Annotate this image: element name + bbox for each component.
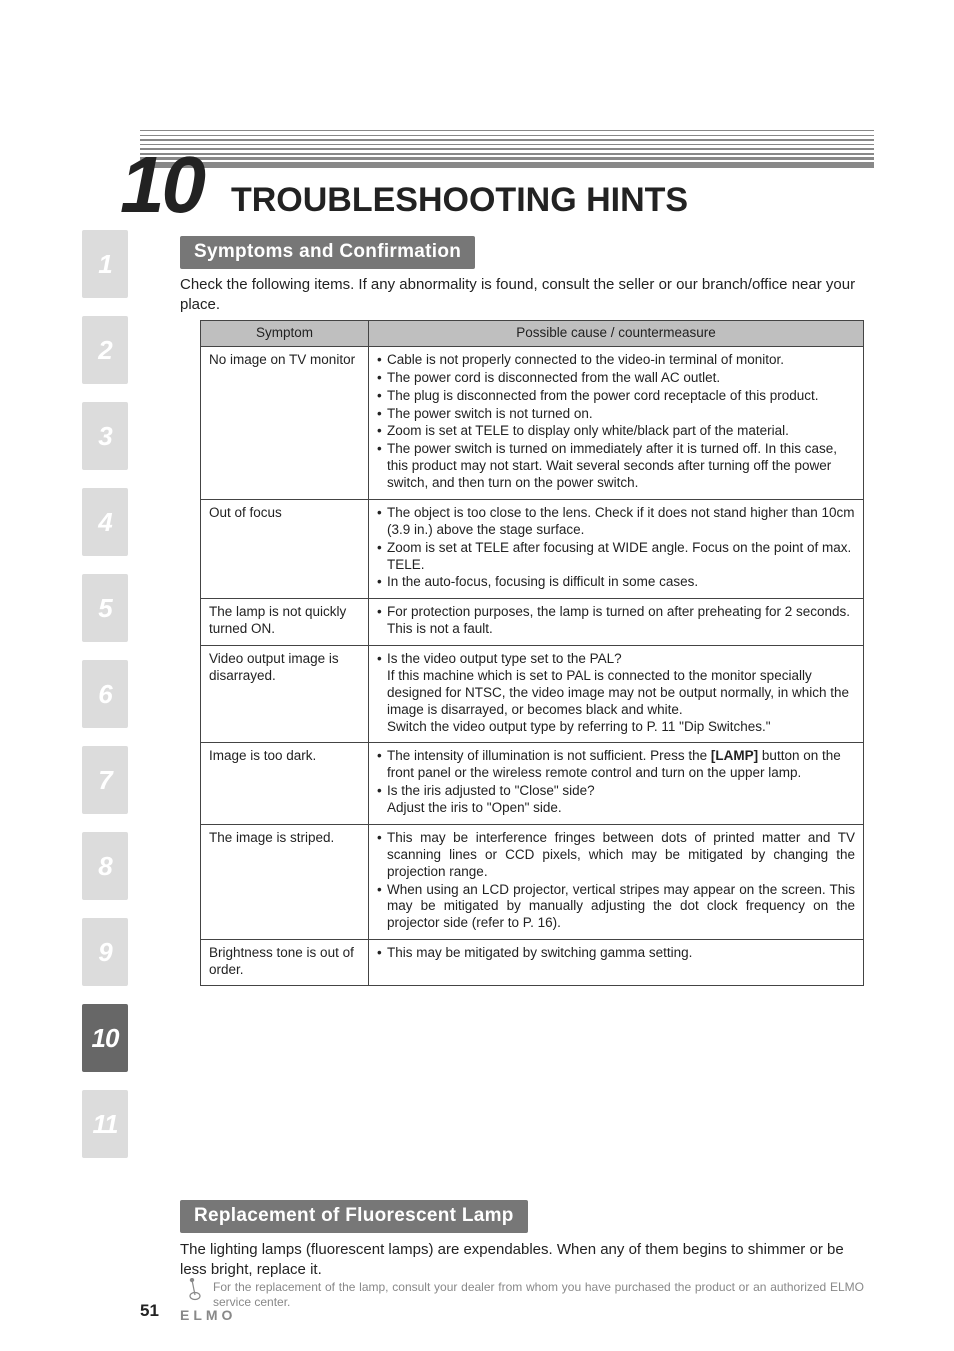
side-tab-2: 2 xyxy=(82,316,128,384)
table-row: The lamp is not quickly turned ON.For pr… xyxy=(201,599,864,646)
section-title-block: 10 TROUBLESHOOTING HINTS xyxy=(120,152,874,218)
symptom-cell: Video output image is disarrayed. xyxy=(201,646,369,743)
side-tab-6: 6 xyxy=(82,660,128,728)
cause-item: For protection purposes, the lamp is tur… xyxy=(377,604,855,638)
troubleshooting-table-body: No image on TV monitor Cable is not prope… xyxy=(201,346,864,985)
cause-cell: This may be interference fringes between… xyxy=(369,824,864,939)
side-tab-7: 7 xyxy=(82,746,128,814)
table-row: Image is too dark.The intensity of illum… xyxy=(201,743,864,825)
side-tab-5: 5 xyxy=(82,574,128,642)
cause-item: In the auto-focus, focusing is difficult… xyxy=(377,574,855,591)
subheading-replacement: Replacement of Fluorescent Lamp xyxy=(180,1200,528,1233)
cause-item: The object is too close to the lens. Che… xyxy=(377,505,855,539)
section-number: 10 xyxy=(120,152,203,218)
page-number: 51 xyxy=(140,1301,159,1321)
symptom-cell: The lamp is not quickly turned ON. xyxy=(201,599,369,646)
cause-cell: This may be mitigated by switching gamma… xyxy=(369,940,864,986)
footnote-pin-icon xyxy=(185,1278,205,1302)
cause-item: When using an LCD projector, vertical st… xyxy=(377,882,855,933)
elmo-logo: ELMO xyxy=(180,1307,236,1323)
cause-item: Is the iris adjusted to "Close" side?Adj… xyxy=(377,783,855,817)
table-row: No image on TV monitor Cable is not prope… xyxy=(201,346,864,499)
cause-item: Zoom is set at TELE after focusing at WI… xyxy=(377,540,855,574)
table-header-symptom: Symptom xyxy=(201,321,369,347)
table-row: Brightness tone is out of order. This may… xyxy=(201,940,864,986)
symptom-cell: The image is striped. xyxy=(201,824,369,939)
side-tab-8: 8 xyxy=(82,832,128,900)
cause-item: Zoom is set at TELE to display only whit… xyxy=(377,423,855,440)
cause-item: Cable is not properly connected to the v… xyxy=(377,352,855,369)
table-header-cause: Possible cause / countermeasure xyxy=(369,321,864,347)
side-tab-3: 3 xyxy=(82,402,128,470)
cause-item: The plug is disconnected from the power … xyxy=(377,388,855,405)
symptom-cell: Image is too dark. xyxy=(201,743,369,825)
cause-item: The intensity of illumination is not suf… xyxy=(377,748,855,782)
symptom-cell: Brightness tone is out of order. xyxy=(201,940,369,986)
troubleshooting-table: Symptom Possible cause / countermeasure … xyxy=(200,320,864,986)
table-row: The image is striped.This may be interfe… xyxy=(201,824,864,939)
cause-item: The power switch is not turned on. xyxy=(377,406,855,423)
symptom-cell: No image on TV monitor xyxy=(201,346,369,499)
cause-item: This may be mitigated by switching gamma… xyxy=(377,945,855,962)
outro-paragraph: The lighting lamps (fluorescent lamps) a… xyxy=(180,1240,864,1279)
footnote-text: For the replacement of the lamp, consult… xyxy=(213,1280,864,1310)
side-tab-4: 4 xyxy=(82,488,128,556)
side-tabs: 1 2 3 4 5 6 7 8 9 10 11 xyxy=(82,230,128,1176)
cause-cell: The intensity of illumination is not suf… xyxy=(369,743,864,825)
symptom-cell: Out of focus xyxy=(201,499,369,598)
section-title: TROUBLESHOOTING HINTS xyxy=(231,181,688,220)
cause-cell: The object is too close to the lens. Che… xyxy=(369,499,864,598)
cause-item: This may be interference fringes between… xyxy=(377,830,855,881)
side-tab-10: 10 xyxy=(82,1004,128,1072)
cause-item: The power switch is turned on immediatel… xyxy=(377,441,855,492)
subheading-symptoms: Symptoms and Confirmation xyxy=(180,236,475,269)
cause-item: Is the video output type set to the PAL?… xyxy=(377,651,855,735)
cause-cell: For protection purposes, the lamp is tur… xyxy=(369,599,864,646)
table-row: Out of focusThe object is too close to t… xyxy=(201,499,864,598)
side-tab-1: 1 xyxy=(82,230,128,298)
side-tab-9: 9 xyxy=(82,918,128,986)
cause-item: The power cord is disconnected from the … xyxy=(377,370,855,387)
intro-paragraph: Check the following items. If any abnorm… xyxy=(180,275,864,314)
table-row: Video output image is disarrayed.Is the … xyxy=(201,646,864,743)
cause-cell: Is the video output type set to the PAL?… xyxy=(369,646,864,743)
cause-cell: Cable is not properly connected to the v… xyxy=(369,346,864,499)
side-tab-11: 11 xyxy=(82,1090,128,1158)
